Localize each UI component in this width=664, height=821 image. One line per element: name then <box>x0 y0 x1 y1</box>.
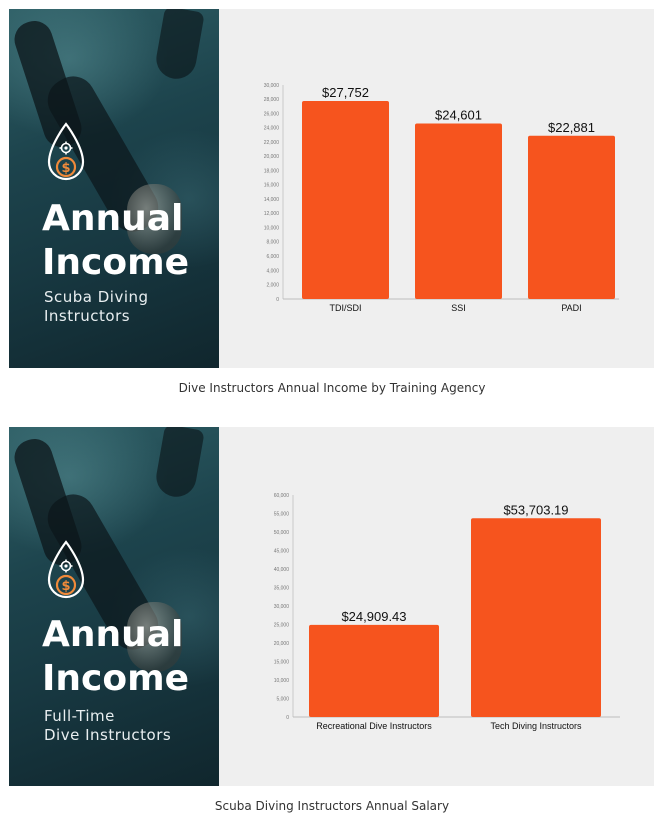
data-label: $22,881 <box>548 120 595 135</box>
x-tick-label: Recreational Dive Instructors <box>316 721 432 731</box>
y-tick-label: 25,000 <box>274 622 290 628</box>
x-tick-label: TDI/SDI <box>329 303 361 313</box>
y-tick-label: 26,000 <box>264 111 280 117</box>
chart-area: 0 5,000 10,000 15,000 20,000 25,000 30,000 35,0… <box>219 427 654 786</box>
bar-chart: 0 2,000 4,000 6,000 8,000 10,000 12,000 14,000 1… <box>264 83 619 313</box>
y-tick-label: 28,000 <box>264 97 280 103</box>
y-tick-label: 2,000 <box>266 283 279 289</box>
y-tick-label: 12,000 <box>264 211 280 217</box>
y-tick-label: 16,000 <box>264 183 280 189</box>
data-label: $27,752 <box>322 85 369 100</box>
y-tick-label: 40,000 <box>274 567 290 573</box>
svg-text:$: $ <box>61 161 70 176</box>
data-label: $24,909.43 <box>341 609 406 624</box>
y-tick-label: 35,000 <box>274 585 290 591</box>
fin-shape <box>153 9 205 82</box>
x-tick-label: PADI <box>561 303 581 313</box>
panel-subtitle-line2: Dive Instructors <box>44 726 172 744</box>
bar <box>309 624 439 717</box>
y-tick-label: 10,000 <box>274 678 290 684</box>
bar <box>471 518 601 717</box>
y-tick-label: 20,000 <box>264 154 280 160</box>
y-tick-label: 5,000 <box>276 696 289 702</box>
panel-title-line1: Annual <box>42 614 184 655</box>
y-tick-label: 50,000 <box>274 530 290 536</box>
y-tick-label: 45,000 <box>274 548 290 554</box>
figure-caption: Scuba Diving Instructors Annual Salary <box>214 799 450 813</box>
data-label: $24,601 <box>435 108 482 123</box>
y-tick-label: 10,000 <box>264 225 280 231</box>
panel-subtitle-line1: Scuba Diving <box>44 288 149 306</box>
y-tick-label: 24,000 <box>264 126 280 132</box>
y-tick-label: 22,000 <box>264 140 280 146</box>
bar <box>302 101 389 299</box>
air-tank-shape <box>127 602 182 672</box>
y-tick-label: 60,000 <box>274 493 290 499</box>
y-tick-label: 14,000 <box>264 197 280 203</box>
panel-title-line1: Annual <box>42 198 184 239</box>
cover-panel: $ Annual Income Scuba Diving Instructors <box>9 9 219 368</box>
panel-subtitle-line1: Full-Time <box>44 707 115 725</box>
panel-subtitle-line2: Instructors <box>44 307 131 325</box>
y-tick-label: 55,000 <box>274 511 290 517</box>
y-tick-label: 30,000 <box>264 83 280 89</box>
cover-panel: $ Annual Income Full-Time Dive Instructo… <box>9 427 219 786</box>
y-tick-label: 8,000 <box>266 240 279 246</box>
x-tick-label: SSI <box>451 303 466 313</box>
y-tick-label: 4,000 <box>266 268 279 274</box>
panel-title-line2: Income <box>42 658 190 699</box>
bar <box>528 135 615 299</box>
air-tank-shape <box>127 184 182 254</box>
drop-gear-dollar-icon: $ <box>47 122 85 181</box>
drop-gear-dollar-icon: $ <box>47 540 85 599</box>
bar <box>415 123 502 299</box>
y-tick-label: 6,000 <box>266 254 279 260</box>
figure-caption: Dive Instructors Annual Income by Traini… <box>178 381 486 395</box>
bar-chart: 0 5,000 10,000 15,000 20,000 25,000 30,000 35,0… <box>274 493 620 731</box>
y-tick-label: 0 <box>276 297 279 303</box>
chart-area: 0 2,000 4,000 6,000 8,000 10,000 12,000 14,000 1… <box>219 9 654 368</box>
data-label: $53,703.19 <box>503 502 568 517</box>
y-tick-label: 18,000 <box>264 168 280 174</box>
fin-shape <box>153 427 205 500</box>
svg-text:$: $ <box>61 579 70 594</box>
y-tick-label: 0 <box>286 715 289 721</box>
y-tick-label: 20,000 <box>274 641 290 647</box>
panel-title-line2: Income <box>42 242 190 283</box>
y-tick-label: 30,000 <box>274 604 290 610</box>
y-tick-label: 15,000 <box>274 659 290 665</box>
x-tick-label: Tech Diving Instructors <box>490 721 582 731</box>
